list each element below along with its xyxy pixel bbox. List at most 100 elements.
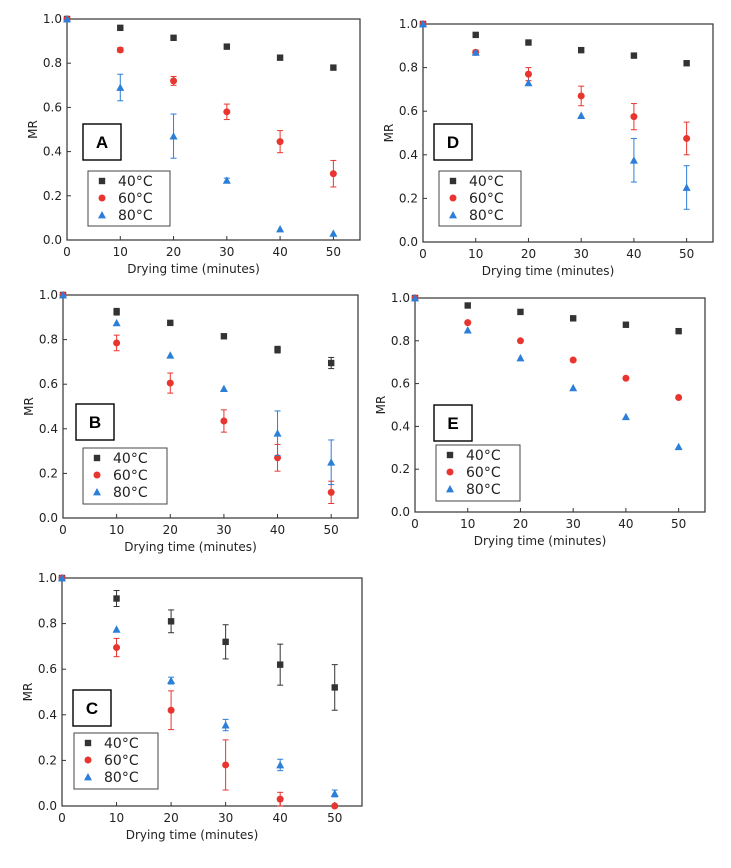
series-60c <box>59 291 335 505</box>
legend-marker <box>93 488 101 496</box>
series-40c <box>63 15 337 71</box>
series-80c <box>58 574 339 798</box>
legend-label: 80°C <box>469 208 504 224</box>
legend-label: 40°C <box>113 451 148 467</box>
series-40c <box>411 294 682 335</box>
chart-panel-c: 0 10 20 30 40 50 0.0 0.2 0.4 0.6 0.8 1.0 Drying time… <box>21 571 363 842</box>
legend-marker <box>446 468 454 476</box>
data-point <box>569 315 577 322</box>
data-point <box>167 319 174 327</box>
y-tick-label: 0.4 <box>39 422 58 436</box>
data-point <box>622 321 630 328</box>
x-tick-label: 50 <box>327 811 342 825</box>
y-axis-title: MR <box>374 396 388 415</box>
series-80c <box>59 291 336 486</box>
data-point <box>222 761 230 769</box>
data-point <box>330 64 337 71</box>
data-point <box>630 113 638 121</box>
data-point <box>221 721 230 729</box>
data-point <box>674 442 683 451</box>
data-point <box>113 595 120 602</box>
y-axis-title: MR <box>21 683 35 702</box>
y-axis-title: MR <box>26 120 40 139</box>
y-tick-label: 0.0 <box>43 233 62 247</box>
y-tick-label: 0.2 <box>399 191 418 205</box>
y-tick-label: 0.8 <box>399 61 418 75</box>
y-tick-label: 0.6 <box>39 377 58 391</box>
y-tick-label: 1.0 <box>391 291 410 305</box>
x-axis-title: Drying time (minutes) <box>126 828 259 842</box>
x-tick-label: 20 <box>166 245 181 259</box>
data-point <box>516 353 525 362</box>
x-tick-label: 40 <box>272 245 287 259</box>
legend-marker <box>84 756 92 764</box>
panel-label: B <box>89 413 101 432</box>
data-point <box>630 52 638 59</box>
data-point <box>276 795 284 803</box>
data-point <box>577 111 586 119</box>
y-tick-label: 0.0 <box>39 511 58 525</box>
data-point <box>331 802 339 810</box>
data-point <box>517 308 524 316</box>
data-point <box>276 760 285 769</box>
data-point <box>463 326 472 334</box>
data-point <box>329 229 338 237</box>
panel-label: D <box>447 133 459 152</box>
legend-marker <box>98 194 106 202</box>
x-tick-label: 40 <box>626 247 641 261</box>
series-40c <box>59 291 335 370</box>
plot-frame <box>414 297 706 513</box>
y-tick-label: 0.6 <box>391 377 410 391</box>
legend-marker <box>446 485 454 493</box>
data-point <box>577 92 585 100</box>
y-tick-label: 0.8 <box>43 56 62 70</box>
series-80c <box>63 15 338 237</box>
x-tick-label: 40 <box>273 811 288 825</box>
data-point <box>116 46 124 54</box>
chart-panel-e: 0 10 20 30 40 50 0.0 0.2 0.4 0.6 0.8 1.0 Drying time… <box>374 291 706 548</box>
data-point <box>569 356 577 364</box>
data-point <box>516 337 524 345</box>
y-tick-label: 0.0 <box>391 505 410 519</box>
series-80c <box>411 294 683 451</box>
data-point <box>167 618 175 625</box>
data-point <box>411 294 419 302</box>
x-tick-label: 20 <box>513 517 528 531</box>
x-tick-label: 30 <box>218 811 233 825</box>
x-axis-title: Drying time (minutes) <box>124 540 257 554</box>
data-point <box>166 379 174 387</box>
x-tick-label: 50 <box>324 523 339 537</box>
data-point <box>683 60 690 67</box>
x-tick-label: 30 <box>219 245 234 259</box>
data-point <box>276 138 284 146</box>
legend-label: 40°C <box>118 174 153 190</box>
data-point <box>113 644 121 652</box>
y-axis-title: MR <box>382 124 396 143</box>
data-point <box>220 417 228 425</box>
data-point <box>524 78 533 87</box>
data-point <box>330 789 339 797</box>
data-point <box>327 359 335 367</box>
data-point <box>169 132 178 140</box>
y-axis-title: MR <box>22 397 36 416</box>
data-point <box>220 333 228 340</box>
data-point <box>222 638 229 646</box>
x-tick-label: 50 <box>679 247 694 261</box>
data-point <box>112 625 121 633</box>
chart-panel-a: 0 10 20 30 40 50 0.0 0.2 0.4 0.6 0.8 1.0 Drying time… <box>26 12 361 276</box>
legend-label: 60°C <box>466 465 501 481</box>
series-60c <box>63 15 337 188</box>
x-tick-label: 0 <box>63 245 71 259</box>
data-point <box>524 70 532 78</box>
data-point <box>58 574 66 582</box>
data-point <box>170 34 177 41</box>
data-point <box>419 20 427 28</box>
data-point <box>223 43 231 50</box>
x-tick-label: 40 <box>270 523 285 537</box>
y-tick-label: 0.2 <box>38 753 57 767</box>
legend-label: 40°C <box>466 448 501 464</box>
data-point <box>63 15 71 23</box>
legend-label: 80°C <box>466 482 501 498</box>
legend-marker <box>446 451 454 459</box>
series-40c <box>419 20 690 67</box>
